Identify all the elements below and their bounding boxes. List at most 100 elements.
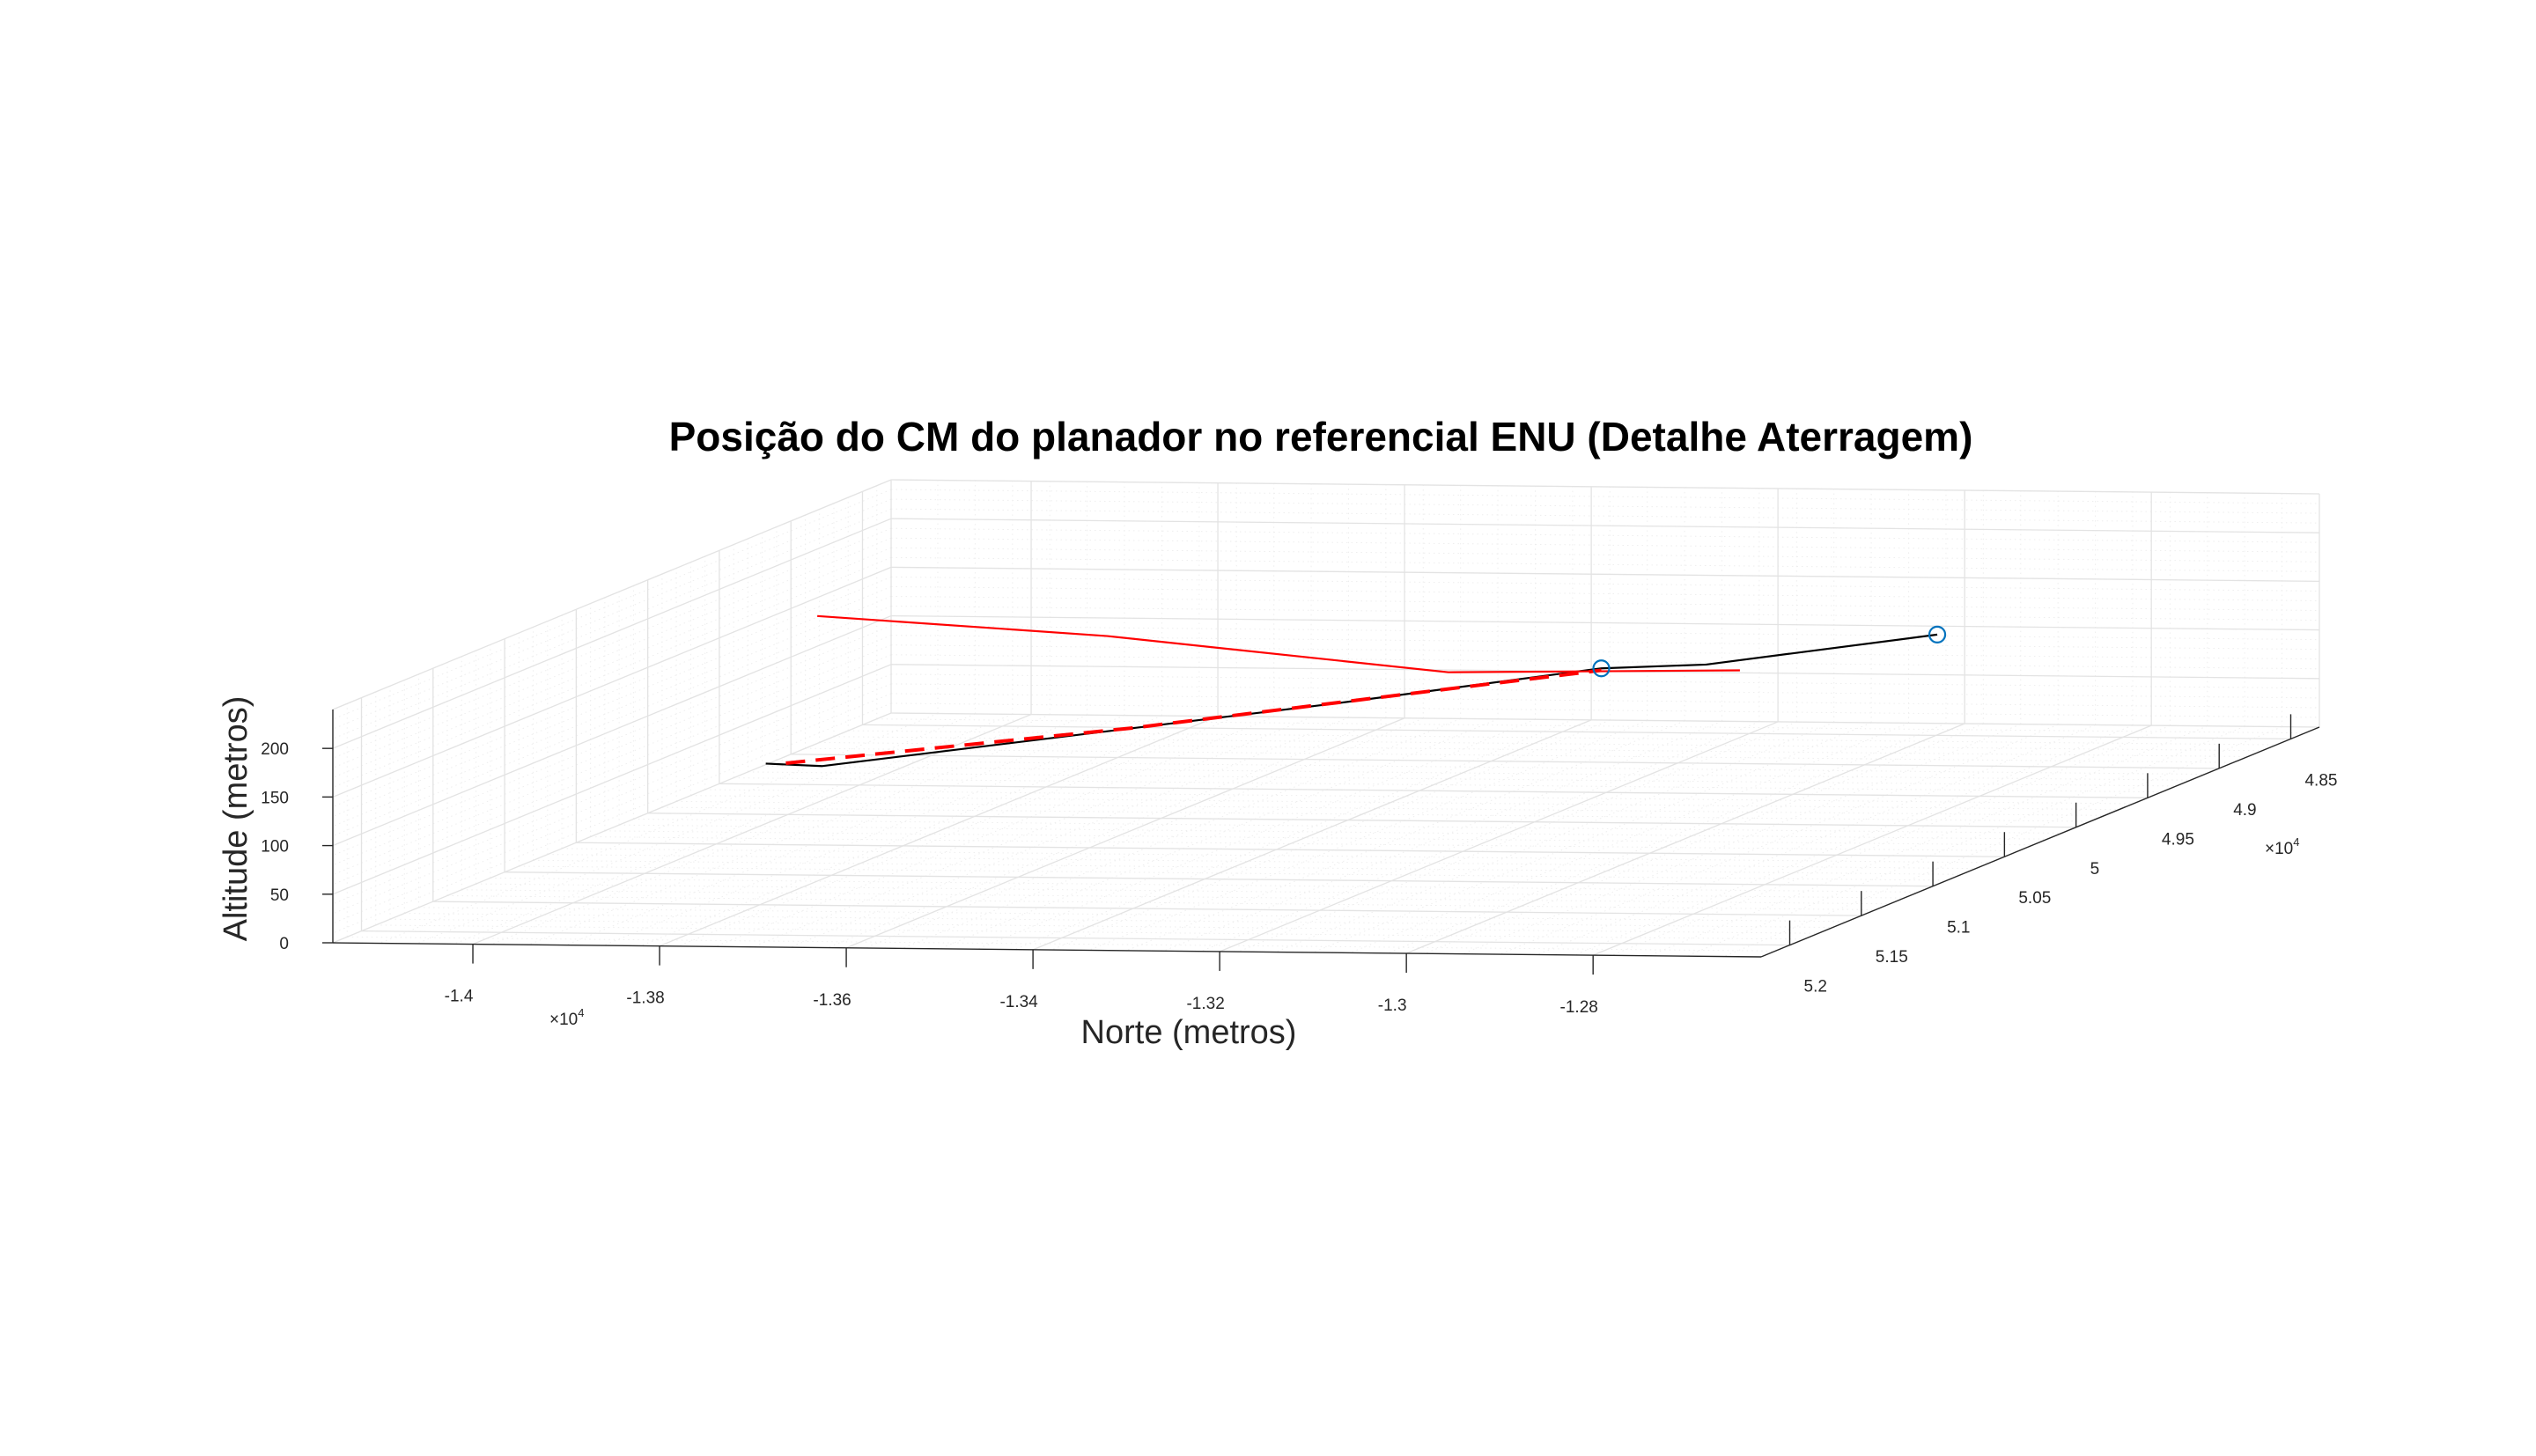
y-tick-label: 5.05	[2018, 889, 2051, 908]
minor-grid-line	[734, 777, 2163, 793]
y-tick-label: 5.1	[1947, 919, 1970, 938]
minor-grid-line	[890, 585, 2320, 601]
x-tick-label: -1.3	[1378, 996, 1407, 1015]
minor-grid-line	[533, 859, 1962, 875]
chart-title: Posição do CM do planador no referencial…	[669, 414, 1973, 460]
minor-grid-line	[890, 702, 2320, 718]
minor-grid-line	[890, 693, 2320, 709]
minor-grid-line	[819, 741, 2248, 757]
major-grid-line	[890, 614, 2320, 631]
minor-grid-line	[690, 795, 2119, 811]
minor-grid-line	[890, 537, 2320, 553]
major-grid-line	[890, 712, 2320, 728]
x-tick-label: -1.34	[999, 993, 1038, 1011]
major-grid-line	[1219, 721, 1779, 952]
axes: -1.4 -1.38 -1.36 -1.34 -1.32 -1.3 -1.28 4.85 4.9…	[261, 710, 2337, 1017]
chart-text: Posição do CM do planador no referencial…	[217, 414, 2299, 1051]
y-tick-label: 5.15	[1876, 948, 1908, 967]
x-axis-label: Norte (metros)	[1081, 1014, 1297, 1051]
minor-grid-line	[890, 683, 2320, 699]
series-line-trajectory-solid	[765, 633, 1938, 768]
major-grid-line	[1405, 723, 1965, 954]
minor-grid-line	[490, 877, 1919, 893]
major-grid-line	[332, 664, 892, 895]
major-grid-line	[1032, 719, 1592, 951]
minor-grid-line	[519, 865, 1948, 881]
y-tick-label: 5.2	[1804, 978, 1827, 996]
y-tick-label: 4.95	[2162, 830, 2194, 849]
y-tick-label: 4.9	[2233, 801, 2256, 820]
y-tick-label: 5	[2090, 860, 2100, 879]
minor-grid-line	[890, 625, 2320, 641]
major-grid-line	[332, 614, 892, 847]
minor-grid-line	[890, 556, 2320, 572]
minor-grid-line	[404, 913, 1833, 929]
minor-grid-line	[890, 606, 2320, 621]
major-grid-line	[432, 901, 1861, 916]
minor-grid-line	[661, 806, 2090, 822]
major-grid-line	[332, 518, 892, 749]
z-tick-label: 150	[261, 789, 289, 807]
grid	[332, 479, 2320, 958]
minor-grid-line	[890, 489, 2320, 504]
minor-grid-line	[748, 771, 2177, 787]
major-grid-line	[719, 783, 2148, 798]
z-tick-label: 200	[261, 740, 289, 759]
minor-grid-line	[604, 830, 2033, 846]
minor-grid-line	[890, 508, 2320, 524]
major-grid-line	[332, 566, 892, 798]
x-axis-line	[332, 942, 1762, 958]
minor-grid-line	[890, 644, 2320, 660]
minor-grid-line	[890, 673, 2320, 689]
minor-grid-line	[890, 654, 2320, 670]
minor-grid-line	[633, 818, 2062, 834]
z-tick-label: 100	[261, 838, 289, 857]
x-tick-label: -1.32	[1186, 995, 1224, 1013]
data-marker	[1592, 659, 1611, 678]
z-tick-label: 0	[279, 935, 289, 953]
minor-grid-line	[347, 936, 1776, 952]
box-edge	[332, 479, 892, 710]
minor-grid-line	[805, 747, 2234, 763]
minor-grid-line	[704, 789, 2134, 805]
major-grid-line	[862, 724, 2291, 740]
major-grid-line	[890, 566, 2320, 583]
minor-grid-line	[676, 800, 2105, 816]
minor-grid-line	[375, 924, 1804, 940]
major-grid-line	[576, 842, 2005, 857]
minor-grid-line	[461, 889, 1891, 905]
minor-grid-line	[547, 854, 1976, 870]
minor-grid-line	[890, 527, 2320, 543]
data-marker	[1928, 625, 1947, 643]
minor-grid-line	[890, 576, 2320, 592]
y-axis-line	[1760, 726, 2320, 958]
major-grid-line	[332, 712, 892, 944]
major-grid-line	[1592, 724, 2152, 956]
y-tick-label: 4.85	[2304, 771, 2337, 790]
major-grid-line	[791, 754, 2220, 769]
y-axis-exponent: ×104	[2265, 835, 2299, 858]
plot-area	[765, 614, 1947, 768]
minor-grid-line	[890, 547, 2320, 563]
x-tick-label: -1.4	[445, 988, 474, 1006]
x-tick-label: -1.38	[626, 989, 664, 1008]
box-edge	[890, 479, 2320, 495]
minor-grid-line	[876, 718, 2305, 734]
z-tick-label: 50	[270, 886, 289, 905]
minor-grid-line	[762, 765, 2191, 781]
major-grid-line	[647, 813, 2076, 828]
major-grid-line	[505, 871, 1934, 887]
x-axis-exponent: ×104	[549, 1006, 584, 1029]
minor-grid-line	[833, 736, 2262, 752]
minor-grid-line	[619, 824, 2048, 840]
minor-grid-line	[590, 836, 2019, 852]
minor-grid-line	[390, 918, 1819, 934]
minor-grid-line	[476, 883, 1905, 899]
z-axis-label: Altitude (metros)	[217, 696, 254, 942]
major-grid-line	[659, 716, 1219, 947]
minor-grid-line	[418, 907, 1847, 923]
x-tick-label: -1.28	[1560, 998, 1598, 1017]
minor-grid-line	[447, 894, 1876, 910]
